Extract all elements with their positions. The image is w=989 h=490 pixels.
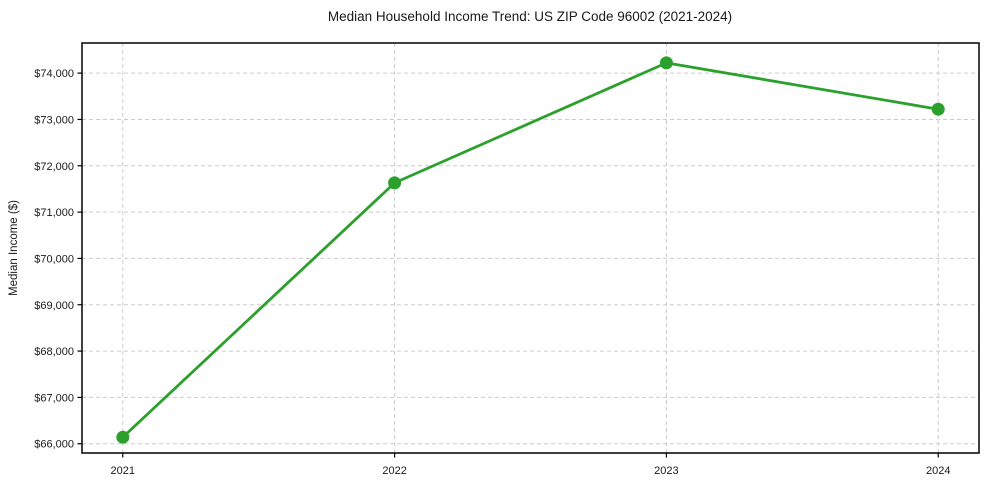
data-point-2021: [116, 430, 130, 444]
data-point-2024: [931, 102, 945, 116]
data-point-2023: [659, 56, 673, 70]
y-tick-label: $72,000: [34, 161, 74, 173]
y-tick-label: $66,000: [34, 439, 74, 451]
trend-line: [121, 61, 940, 439]
axes-border: [81, 42, 980, 454]
y-tick-label: $73,000: [34, 114, 74, 126]
y-tick-label: $67,000: [34, 392, 74, 404]
y-tick-label: $68,000: [34, 346, 74, 358]
y-tick-label: $70,000: [34, 253, 74, 265]
x-tick-label: 2023: [654, 465, 678, 477]
y-tick-label: $74,000: [34, 68, 74, 80]
x-tick-label: 2022: [382, 465, 406, 477]
plot-area: $66,000 $67,000 $68,000 $69,000 $70,000 $71,0…: [34, 42, 980, 477]
chart-title: Median Household Income Trend: US ZIP Co…: [328, 9, 732, 24]
y-tick-label: $71,000: [34, 207, 74, 219]
x-tick-label: 2021: [111, 465, 135, 477]
x-tick-label: 2024: [926, 465, 950, 477]
y-tick-label: $69,000: [34, 300, 74, 312]
y-axis-label: Median Income ($): [8, 200, 20, 296]
data-point-2022: [388, 176, 402, 190]
